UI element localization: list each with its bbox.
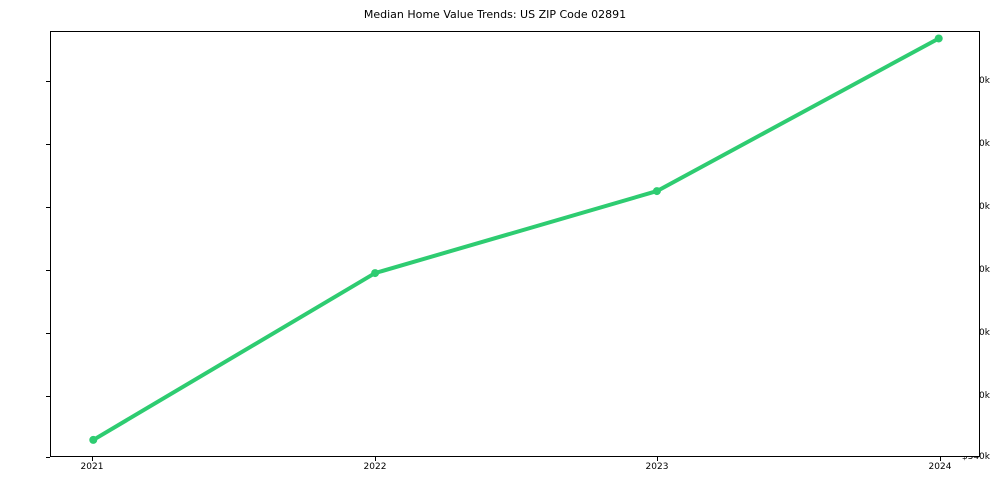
- data-point-marker: [934, 34, 943, 43]
- x-tick-mark: [940, 457, 941, 461]
- y-tick-mark: [46, 333, 50, 334]
- line-series-markers: [89, 34, 943, 444]
- x-tick-mark: [657, 457, 658, 461]
- line-series-svg: [89, 34, 943, 444]
- x-tick-mark: [92, 457, 93, 461]
- data-point-marker: [371, 269, 380, 278]
- x-tick-mark: [375, 457, 376, 461]
- y-tick-mark: [46, 396, 50, 397]
- y-tick-label: $340k: [961, 452, 990, 462]
- y-tick-mark: [46, 270, 50, 271]
- y-tick-mark: [46, 81, 50, 82]
- x-tick-label: 2024: [928, 462, 952, 472]
- line-series-path: [91, 36, 941, 442]
- y-tick-mark: [46, 144, 50, 145]
- x-tick-label: 2022: [363, 462, 387, 472]
- x-tick-label: 2021: [80, 462, 104, 472]
- chart-title: Median Home Value Trends: US ZIP Code 02…: [363, 8, 627, 21]
- plot-area: [50, 31, 980, 457]
- x-tick-label: 2023: [645, 462, 669, 472]
- data-point-marker: [652, 187, 661, 196]
- y-tick-mark: [46, 207, 50, 208]
- y-tick-mark: [46, 457, 50, 458]
- data-point-marker: [89, 435, 98, 444]
